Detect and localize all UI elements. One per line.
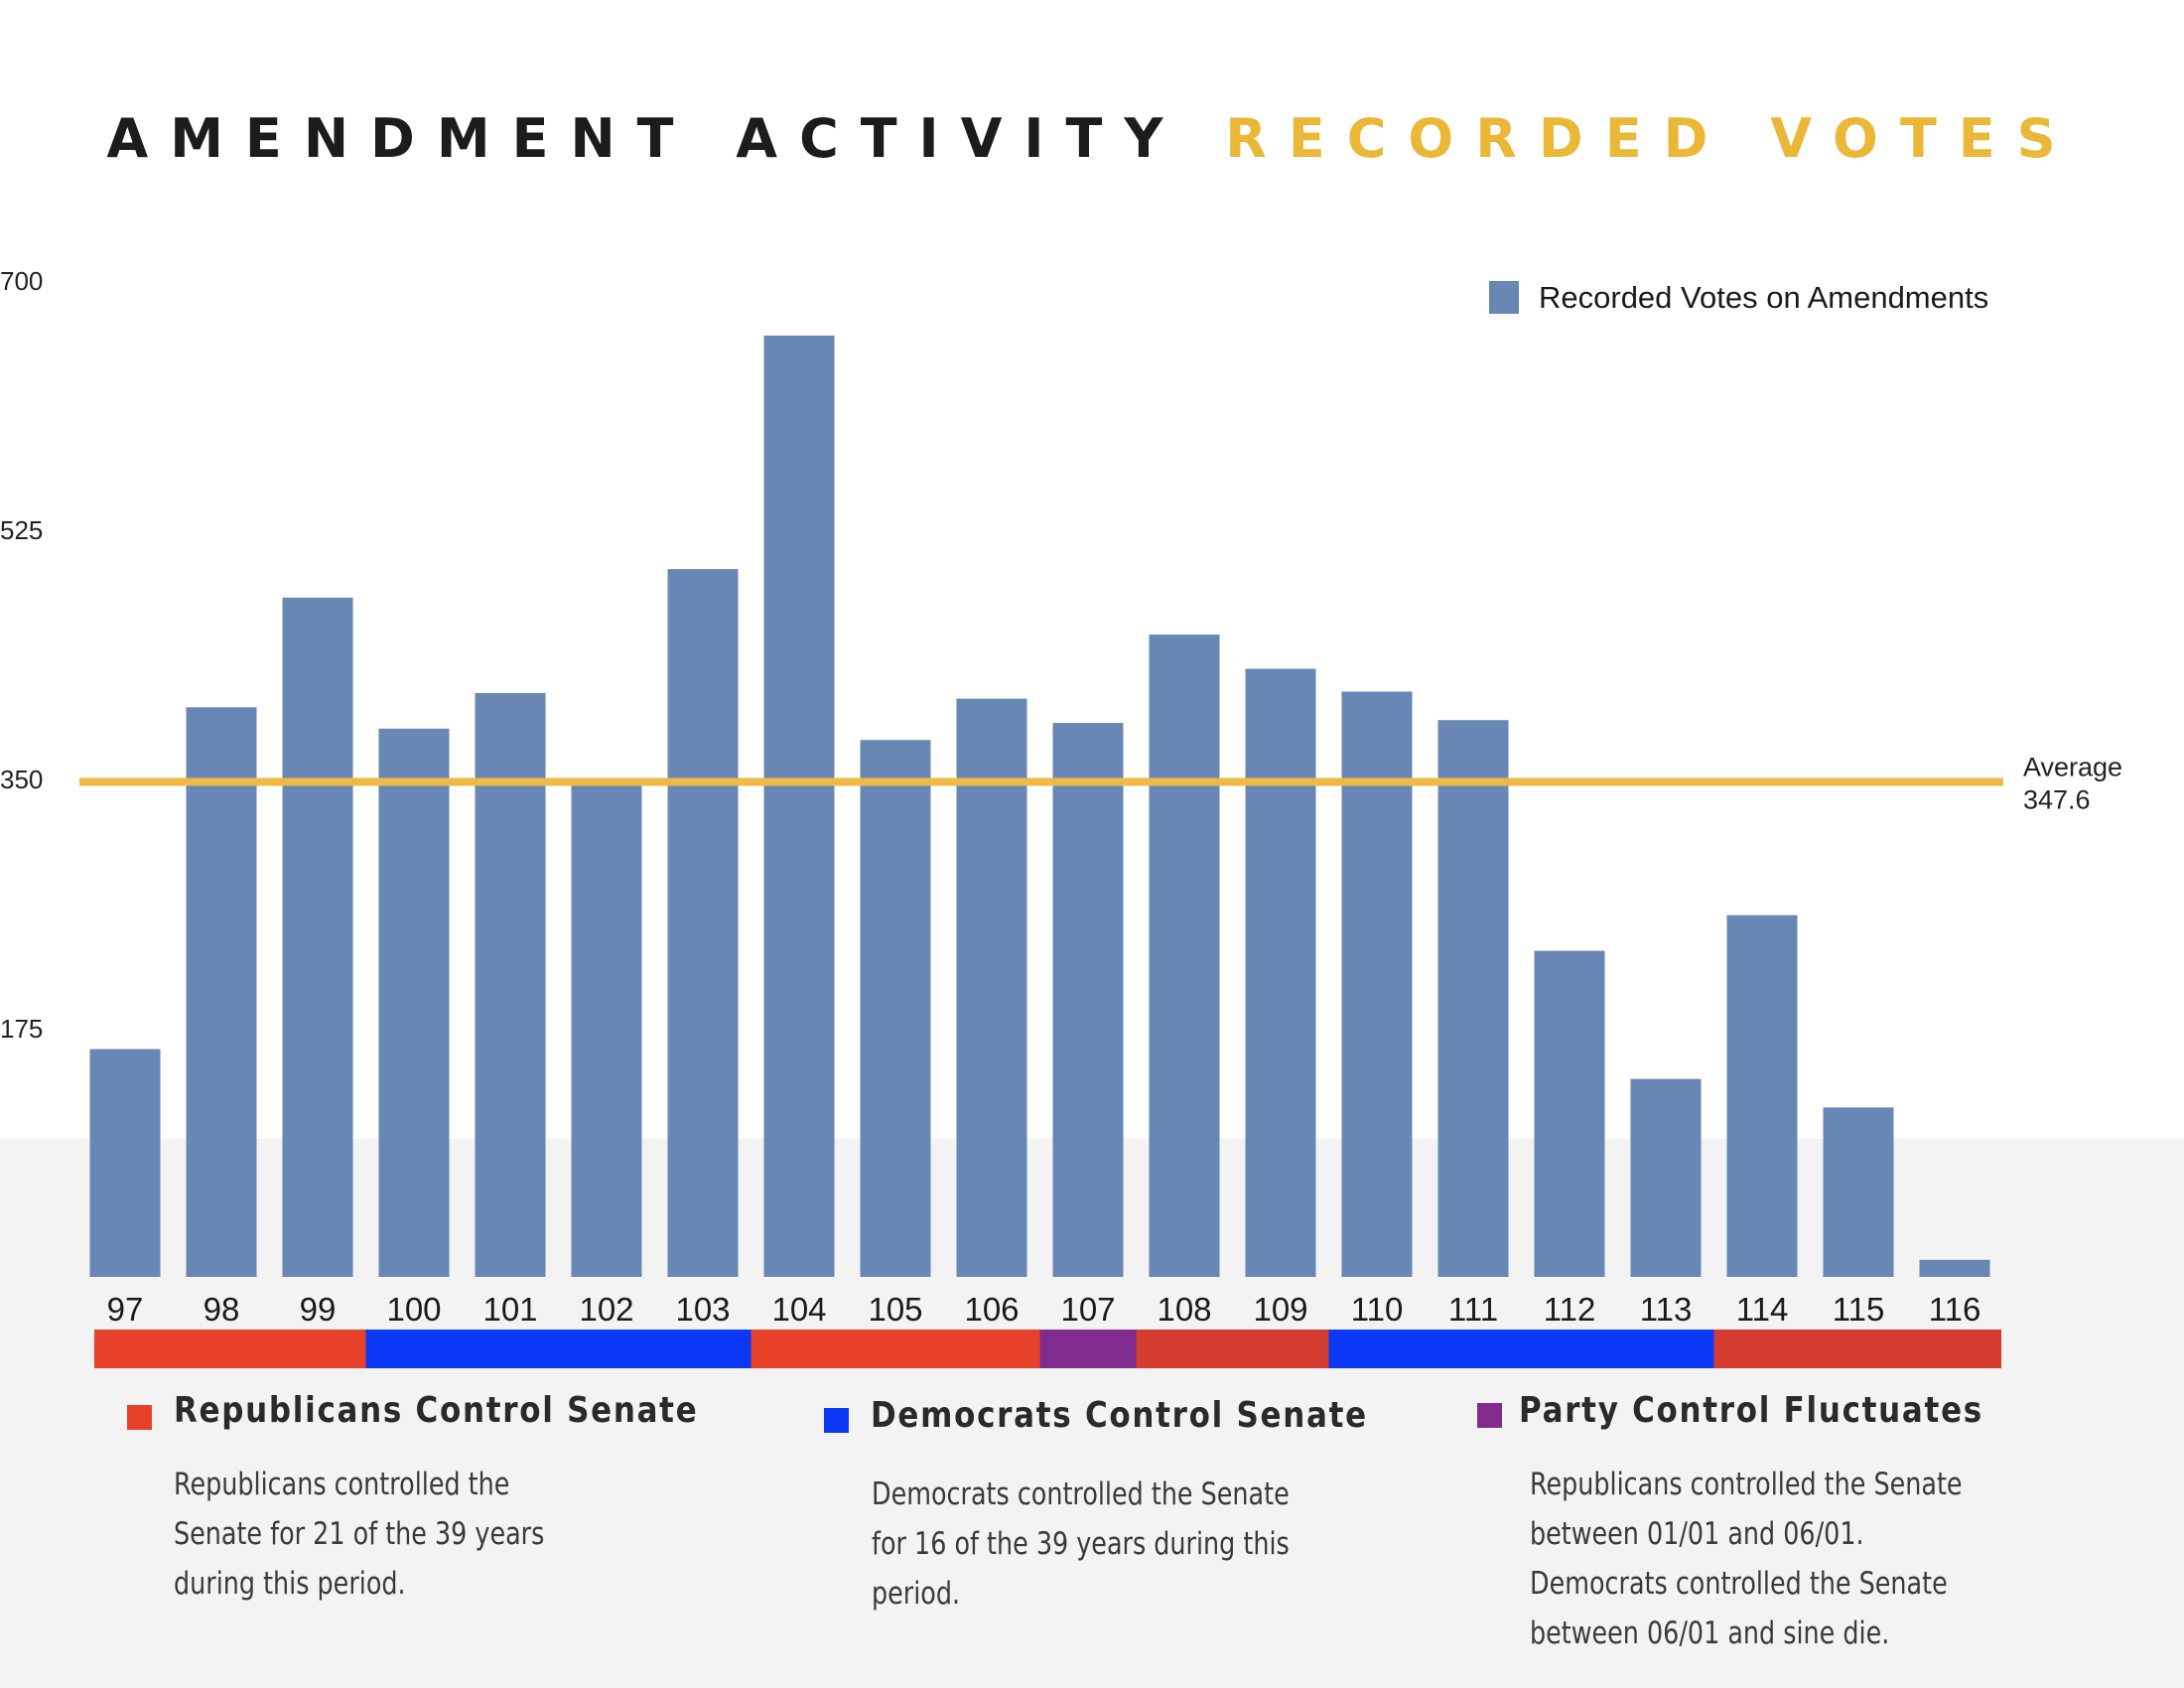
bar-116 <box>1919 1259 1990 1277</box>
page-title: AMENDMENT ACTIVITY RECORDED VOTES <box>0 107 2184 170</box>
control-band-democrat <box>365 1330 751 1368</box>
bar-97 <box>89 1049 161 1277</box>
republicans-description-line: Republicans controlled the <box>174 1467 510 1502</box>
title-part-1: AMENDMENT ACTIVITY <box>106 107 1185 170</box>
control-band-democrat <box>1328 1330 1714 1368</box>
y-tick-label: 525 <box>0 515 43 545</box>
x-tick-label: 111 <box>1448 1291 1498 1328</box>
x-tick-label: 105 <box>868 1291 922 1328</box>
bar-101 <box>475 692 546 1277</box>
x-tick-label: 110 <box>1351 1291 1404 1328</box>
x-tick-label: 102 <box>579 1291 633 1328</box>
x-tick-label: 109 <box>1253 1291 1307 1328</box>
control-band-republican <box>94 1330 366 1368</box>
republicans-description: Republicans controlled the Senate for 21… <box>174 1460 544 1609</box>
bar-113 <box>1630 1078 1702 1277</box>
control-band-republican_dark <box>1136 1330 1329 1368</box>
democrats-heading: Democrats Control Senate <box>871 1395 1368 1436</box>
bar-102 <box>571 785 642 1277</box>
bar-105 <box>860 740 931 1277</box>
fluctuates-description-line: between 01/01 and 06/01. <box>1530 1516 1864 1552</box>
republicans-description-line: during this period. <box>174 1566 406 1602</box>
democrats-description-line: Democrats controlled the Senate <box>872 1477 1290 1512</box>
bar-103 <box>667 569 739 1277</box>
bar-115 <box>1823 1107 1894 1277</box>
democrat-swatch <box>824 1408 849 1433</box>
x-tick-label: 103 <box>675 1291 730 1328</box>
title-part-2: RECORDED VOTES <box>1225 107 2078 170</box>
republican-swatch <box>127 1405 152 1430</box>
bar-106 <box>956 698 1027 1277</box>
x-tick-label: 106 <box>964 1291 1019 1328</box>
y-tick-label: 175 <box>0 1014 43 1044</box>
y-tick-label: 350 <box>0 765 43 794</box>
fluctuates-description: Republicans controlled the Senate betwee… <box>1530 1460 1963 1658</box>
legend-label: Recorded Votes on Amendments <box>1539 280 1988 315</box>
x-tick-label: 107 <box>1060 1291 1115 1328</box>
control-band-fluctuates <box>1039 1330 1137 1368</box>
x-tick-label: 116 <box>1929 1291 1981 1328</box>
bar-chart: 700 525 350 175 Average 347.6 97 98 99 100 101 102 1… <box>0 266 2122 1368</box>
bar-107 <box>1052 723 1124 1277</box>
average-line <box>79 777 2003 786</box>
bar-112 <box>1534 950 1605 1277</box>
legend-swatch <box>1489 281 1519 314</box>
fluctuates-description-line: Republicans controlled the Senate <box>1530 1467 1963 1502</box>
x-tick-label: 108 <box>1157 1291 1211 1328</box>
y-tick-label: 700 <box>0 266 43 296</box>
republicans-description-line: Senate for 21 of the 39 years <box>174 1516 545 1552</box>
democrats-description: Democrats controlled the Senate for 16 o… <box>872 1470 1290 1618</box>
average-value: 347.6 <box>2023 784 2091 814</box>
bar-104 <box>763 335 835 1277</box>
control-band-republican <box>751 1330 1040 1368</box>
bar-108 <box>1149 634 1220 1277</box>
x-tick-label: 100 <box>386 1291 441 1328</box>
x-tick-label: 98 <box>204 1291 240 1328</box>
bar-111 <box>1437 720 1509 1277</box>
democrats-description-line: for 16 of the 39 years during this <box>872 1526 1290 1562</box>
x-tick-label: 115 <box>1833 1291 1885 1328</box>
x-tick-label: 104 <box>771 1291 826 1328</box>
average-label: Average <box>2023 752 2122 781</box>
x-tick-label: 97 <box>107 1291 144 1328</box>
fluctuates-description-line: between 06/01 and sine die. <box>1530 1616 1890 1651</box>
bar-110 <box>1341 691 1413 1277</box>
bar-109 <box>1245 668 1316 1277</box>
bar-114 <box>1726 914 1798 1277</box>
bar-98 <box>186 707 257 1277</box>
fluctuates-swatch <box>1477 1403 1502 1428</box>
control-band-republican_dark <box>1713 1330 2001 1368</box>
x-tick-label: 113 <box>1640 1291 1693 1328</box>
fluctuates-description-line: Democrats controlled the Senate <box>1530 1566 1948 1602</box>
x-tick-label: 114 <box>1736 1291 1789 1328</box>
fluctuates-heading: Party Control Fluctuates <box>1519 1390 1983 1431</box>
x-tick-label: 112 <box>1544 1291 1596 1328</box>
democrats-description-line: period. <box>872 1576 961 1612</box>
x-tick-label: 99 <box>300 1291 337 1328</box>
bar-100 <box>378 728 450 1277</box>
bar-99 <box>282 597 353 1277</box>
republicans-heading: Republicans Control Senate <box>174 1390 699 1431</box>
x-tick-label: 101 <box>482 1291 537 1328</box>
